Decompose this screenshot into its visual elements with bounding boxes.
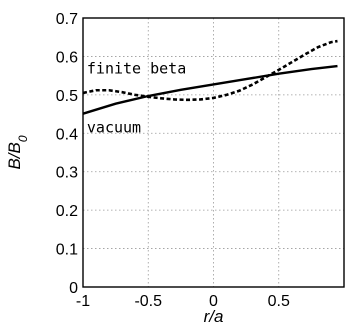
y-tick-label: 0.1 [56,242,78,259]
x-tick-label: 0 [209,293,218,310]
tick-labels: 0 0.1 0.2 0.3 0.4 0.5 0.6 0.7 -1 -0.5 0 0.5 [56,11,290,310]
y-tick-label: 0.3 [56,165,78,182]
series-annotation: vacuum [87,119,141,137]
y-tick-label: 0.2 [56,203,78,220]
y-tick-label: 0.7 [56,11,78,28]
y-tick-label: 0 [69,280,78,297]
series-annotation: finite beta [87,60,186,78]
x-tick-label: -1 [76,293,90,310]
y-tick-label: 0.5 [56,88,78,105]
annotations: finite beta vacuum [87,60,186,137]
x-tick-label: -0.5 [134,293,162,310]
series-layer [82,39,338,115]
series-line-vacuum [82,64,338,115]
y-tick-label: 0.4 [56,126,78,143]
series-line-finite-beta [82,39,338,102]
y-tick-label: 0.6 [56,49,78,66]
x-tick-label: 0.5 [268,293,290,310]
grid [83,18,344,287]
y-axis-label: B/B0 [5,135,30,169]
plot-frame [82,17,345,288]
x-axis-label: r/a [204,307,224,326]
